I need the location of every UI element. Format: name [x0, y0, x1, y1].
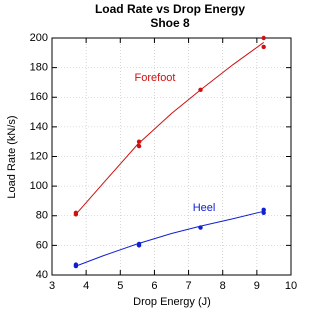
chart: Load Rate vs Drop Energy Shoe 8 Drop Ene…	[6, 2, 297, 308]
fit-curve	[75, 210, 264, 267]
x-tick-label: 5	[117, 280, 123, 292]
x-tick-label: 6	[151, 280, 157, 292]
data-point	[136, 143, 142, 149]
x-axis-label: Drop Energy (J)	[133, 296, 211, 308]
x-tick-label: 8	[220, 280, 226, 292]
x-tick-label: 4	[83, 280, 89, 292]
data-point	[73, 210, 79, 215]
data-point	[198, 87, 203, 93]
y-tick-label: 80	[36, 210, 48, 222]
data-point	[261, 207, 266, 213]
x-tick-label: 10	[285, 280, 297, 292]
chart-title: Load Rate vs Drop Energy	[95, 2, 245, 16]
data-point	[261, 35, 266, 41]
x-tick-label: 7	[186, 280, 192, 292]
y-axis-label: Load Rate (kN/s)	[6, 115, 18, 198]
data-point	[136, 139, 142, 144]
x-tick-label: 3	[49, 280, 55, 292]
series-label: Forefoot	[135, 72, 176, 84]
data-point	[261, 44, 266, 50]
y-tick-label: 200	[30, 32, 48, 44]
data-point	[198, 225, 203, 230]
series-label: Heel	[193, 202, 216, 214]
y-tick-label: 180	[30, 62, 48, 74]
data-point	[73, 262, 79, 267]
y-tick-label: 100	[30, 180, 48, 192]
x-tick-label: 9	[254, 280, 260, 292]
y-tick-label: 40	[36, 269, 48, 281]
y-tick-label: 160	[30, 91, 48, 103]
plot-frame	[51, 37, 292, 276]
fit-curve	[75, 42, 264, 215]
y-tick-label: 60	[36, 239, 48, 251]
data-point	[136, 241, 142, 247]
y-tick-label: 140	[30, 121, 48, 133]
y-tick-label: 120	[30, 150, 48, 162]
chart-subtitle: Shoe 8	[150, 16, 190, 30]
